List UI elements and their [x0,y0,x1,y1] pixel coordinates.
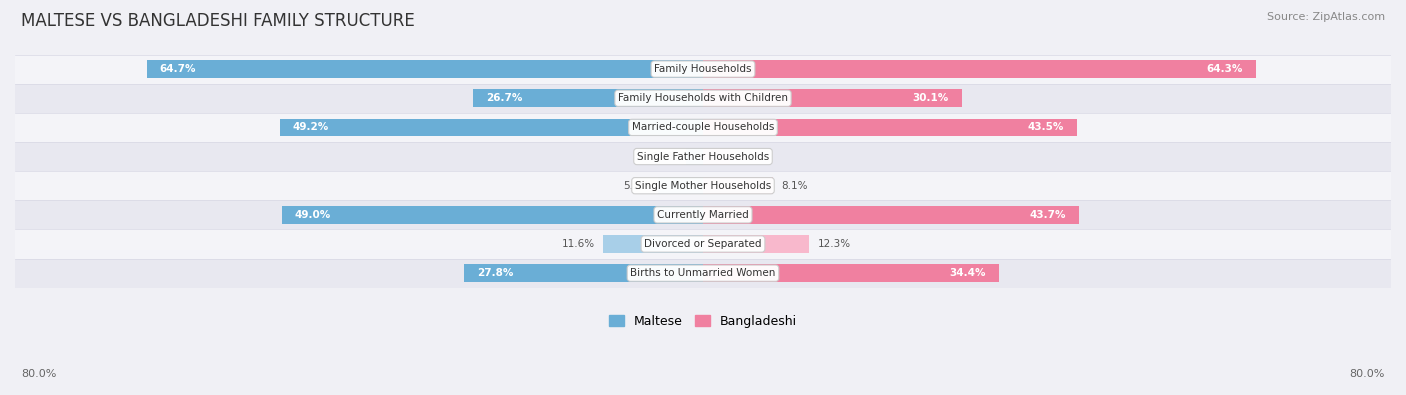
Bar [464,264,703,282]
Bar [15,171,1391,200]
Bar [15,55,1391,84]
Bar [15,84,1391,113]
Text: 34.4%: 34.4% [949,268,986,278]
Text: Single Father Households: Single Father Households [637,152,769,162]
Bar [703,177,773,194]
Text: 2.0%: 2.0% [651,152,678,162]
Bar [15,142,1391,171]
Text: 64.7%: 64.7% [159,64,195,74]
Text: 3.1%: 3.1% [738,152,765,162]
Text: 11.6%: 11.6% [561,239,595,249]
Text: 80.0%: 80.0% [1350,369,1385,379]
Text: Currently Married: Currently Married [657,210,749,220]
Bar [15,259,1391,288]
Text: Single Mother Households: Single Mother Households [636,181,770,191]
Text: 5.2%: 5.2% [623,181,650,191]
Bar [15,113,1391,142]
Text: 80.0%: 80.0% [21,369,56,379]
Text: 49.0%: 49.0% [294,210,330,220]
Text: 26.7%: 26.7% [486,93,523,103]
Text: 27.8%: 27.8% [477,268,513,278]
Legend: Maltese, Bangladeshi: Maltese, Bangladeshi [603,310,803,333]
Text: Married-couple Households: Married-couple Households [631,122,775,132]
Bar [658,177,703,194]
Text: 49.2%: 49.2% [292,122,329,132]
Bar [281,206,703,224]
Bar [703,60,1256,78]
Bar [686,148,703,165]
Text: 8.1%: 8.1% [782,181,808,191]
Text: Source: ZipAtlas.com: Source: ZipAtlas.com [1267,12,1385,22]
Bar [15,229,1391,259]
Text: 43.5%: 43.5% [1028,122,1064,132]
Text: 43.7%: 43.7% [1029,210,1066,220]
Text: 30.1%: 30.1% [912,93,949,103]
Bar [15,200,1391,229]
Bar [146,60,703,78]
Text: Family Households with Children: Family Households with Children [619,93,787,103]
Bar [603,235,703,253]
Bar [703,264,998,282]
Text: 12.3%: 12.3% [817,239,851,249]
Bar [703,148,730,165]
Text: Family Households: Family Households [654,64,752,74]
Bar [703,90,962,107]
Text: Divorced or Separated: Divorced or Separated [644,239,762,249]
Bar [703,206,1078,224]
Text: Births to Unmarried Women: Births to Unmarried Women [630,268,776,278]
Bar [703,235,808,253]
Text: MALTESE VS BANGLADESHI FAMILY STRUCTURE: MALTESE VS BANGLADESHI FAMILY STRUCTURE [21,12,415,30]
Bar [474,90,703,107]
Text: 64.3%: 64.3% [1206,64,1243,74]
Bar [280,118,703,136]
Bar [703,118,1077,136]
